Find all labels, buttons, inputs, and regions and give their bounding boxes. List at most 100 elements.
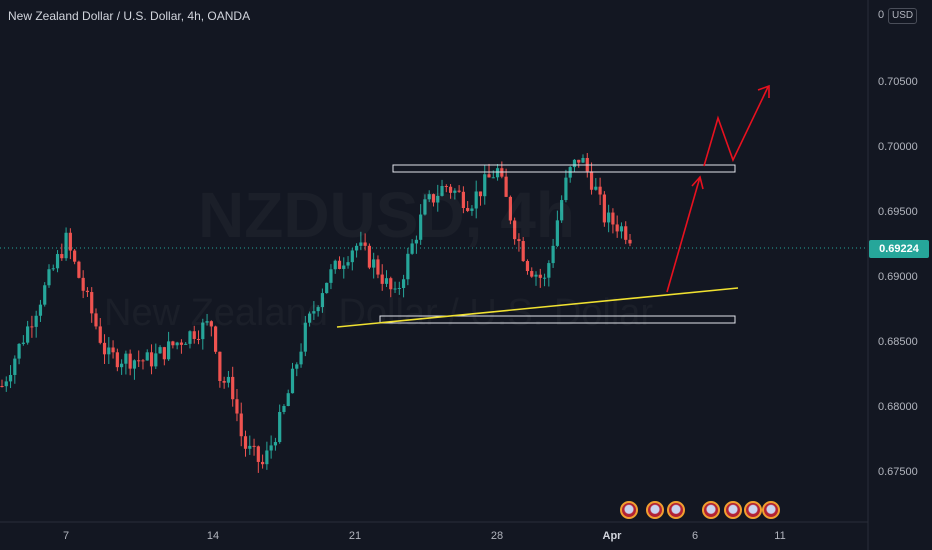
candle-body (162, 347, 166, 360)
us-flag-icon[interactable] (702, 501, 720, 519)
candle-body (4, 381, 8, 387)
candle-body (154, 353, 158, 367)
candle-body (384, 278, 389, 284)
candle-body (269, 445, 273, 451)
price-tick: 0.68000 (878, 401, 918, 413)
forecast-arrow[interactable] (666, 84, 770, 293)
candle-body (491, 177, 495, 179)
currency-badge[interactable]: USD (888, 8, 918, 24)
candle-body (547, 263, 551, 278)
us-flag-icon[interactable] (724, 501, 742, 519)
candle-body (504, 176, 508, 197)
candle-body (513, 220, 517, 240)
candle-body (167, 341, 171, 360)
candle-body (34, 315, 38, 327)
support-zone[interactable] (379, 315, 736, 324)
chart-title[interactable]: New Zealand Dollar / U.S. Dollar, 4h, OA… (8, 9, 251, 23)
price-tick: 0.69500 (878, 206, 918, 218)
candle-body (478, 191, 483, 197)
candle-body (128, 353, 132, 369)
candle-body (431, 194, 436, 203)
candle-body (98, 326, 102, 343)
price-tick: 0.69000 (878, 271, 918, 283)
candle-body (188, 331, 192, 344)
candle-body (474, 191, 478, 209)
candle-body (30, 326, 34, 328)
candle-body (419, 214, 423, 240)
candle-body (278, 411, 282, 443)
candle-body (406, 253, 410, 280)
candle-body (337, 260, 342, 269)
candle-body (145, 352, 149, 361)
time-tick: Apr (602, 530, 622, 542)
watermark-symbol: NZDUSD, 4h (198, 178, 575, 252)
candle-body (517, 239, 521, 242)
us-flag-icon[interactable] (646, 501, 664, 519)
candle-body (295, 364, 299, 369)
candle-body (0, 385, 4, 387)
candle-body (534, 274, 538, 277)
candle-body (628, 239, 632, 244)
candle-body (560, 200, 564, 221)
candle-body (611, 212, 615, 225)
candle-body (423, 199, 427, 215)
candle-body (555, 220, 559, 246)
candle-body (256, 446, 260, 462)
nz-flag-icon[interactable] (744, 501, 762, 519)
candle-body (214, 326, 218, 352)
time-tick: 14 (206, 530, 220, 542)
candle-body (329, 269, 333, 283)
candle-body (470, 208, 474, 211)
candle-body (367, 245, 372, 268)
time-tick: 28 (490, 530, 504, 542)
candle-body (619, 226, 624, 232)
candle-body (13, 358, 17, 375)
candle-body (594, 186, 598, 190)
candle-body (137, 360, 141, 362)
us-flag-icon[interactable] (762, 501, 780, 519)
candle-body (572, 159, 577, 168)
time-tick: 7 (62, 530, 70, 542)
candle-body (132, 360, 137, 369)
candle-body (564, 177, 568, 201)
candle-body (487, 174, 491, 178)
candle-body (235, 399, 239, 414)
candle-body (124, 353, 128, 364)
trendline[interactable] (336, 287, 739, 328)
candle-body (286, 393, 290, 407)
candle-body (17, 343, 21, 359)
candle-body (508, 196, 512, 221)
us-flag-icon[interactable] (667, 501, 685, 519)
candle-body (231, 376, 235, 400)
candle-body (589, 171, 594, 190)
candle-body (538, 274, 542, 278)
candle-body (192, 331, 196, 339)
candle-body (453, 190, 457, 193)
candles-group (0, 152, 632, 473)
time-tick: 6 (691, 530, 699, 542)
candle-body (521, 241, 525, 262)
annotations-group[interactable] (336, 84, 770, 328)
candle-body (252, 445, 256, 447)
candle-body (436, 195, 440, 203)
candle-body (179, 342, 184, 345)
us-flag-icon[interactable] (620, 501, 638, 519)
candle-body (483, 174, 487, 197)
candle-body (393, 288, 397, 290)
candle-body (598, 186, 602, 195)
candle-body (290, 368, 295, 394)
candle-body (282, 406, 286, 412)
candle-body (551, 245, 555, 264)
candle-body (201, 322, 205, 340)
candle-body (316, 307, 320, 312)
candle-body (8, 374, 13, 382)
candle-body (354, 245, 359, 251)
candle-body (363, 242, 367, 246)
candle-body (457, 190, 461, 192)
candle-body (359, 242, 363, 246)
candle-body (120, 363, 124, 368)
resistance-zone[interactable] (392, 164, 736, 173)
candle-body (265, 450, 269, 465)
candle-body (111, 347, 115, 353)
